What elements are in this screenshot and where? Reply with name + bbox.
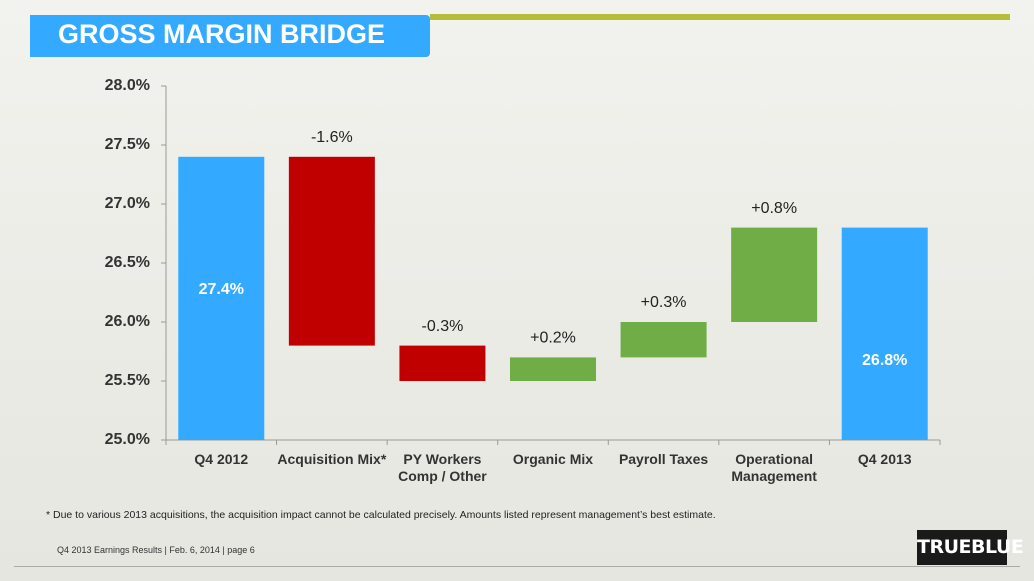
x-tick-label: Operational Management <box>731 451 817 484</box>
bar <box>841 227 928 440</box>
bar <box>620 322 707 358</box>
title-box <box>30 15 430 57</box>
value-label: +0.3% <box>641 294 687 311</box>
value-label: -0.3% <box>422 318 464 335</box>
y-tick-label: 28.0% <box>105 77 150 94</box>
value-label: 26.8% <box>862 352 907 369</box>
y-tick-label: 27.0% <box>105 195 150 212</box>
bar <box>731 227 818 322</box>
x-tick-label: Organic Mix <box>512 451 594 467</box>
x-tick-label: Payroll Taxes <box>618 451 709 467</box>
y-tick-label: 26.5% <box>105 254 150 271</box>
value-label: +0.2% <box>530 330 576 347</box>
bar <box>288 156 375 346</box>
y-tick-label: 25.0% <box>105 431 150 448</box>
bar <box>510 357 596 381</box>
title: GROSS MARGIN BRIDGE <box>58 19 386 49</box>
y-tick-label: 25.5% <box>105 372 150 389</box>
y-tick-label: 27.5% <box>105 136 150 153</box>
logo: TRUEBLUE <box>917 530 1024 565</box>
x-tick-label: Acquisition Mix* <box>277 451 387 467</box>
bar <box>399 345 486 381</box>
bar <box>178 156 265 441</box>
value-label: +0.8% <box>751 200 797 217</box>
footnote: * Due to various 2013 acquisitions, the … <box>46 509 716 521</box>
footer: Q4 2013 Earnings Results | Feb. 6, 2014 … <box>57 545 255 555</box>
x-tick-label: PY Workers Comp / Other <box>398 451 487 484</box>
header-rule <box>430 14 1010 20</box>
x-tick-label: Q4 2012 <box>194 451 249 467</box>
y-tick-label: 26.0% <box>105 313 150 330</box>
x-tick-label: Q4 2013 <box>857 451 912 467</box>
value-label: 27.4% <box>199 281 244 298</box>
value-label: -1.6% <box>311 129 353 146</box>
footer-rule <box>14 566 1020 567</box>
